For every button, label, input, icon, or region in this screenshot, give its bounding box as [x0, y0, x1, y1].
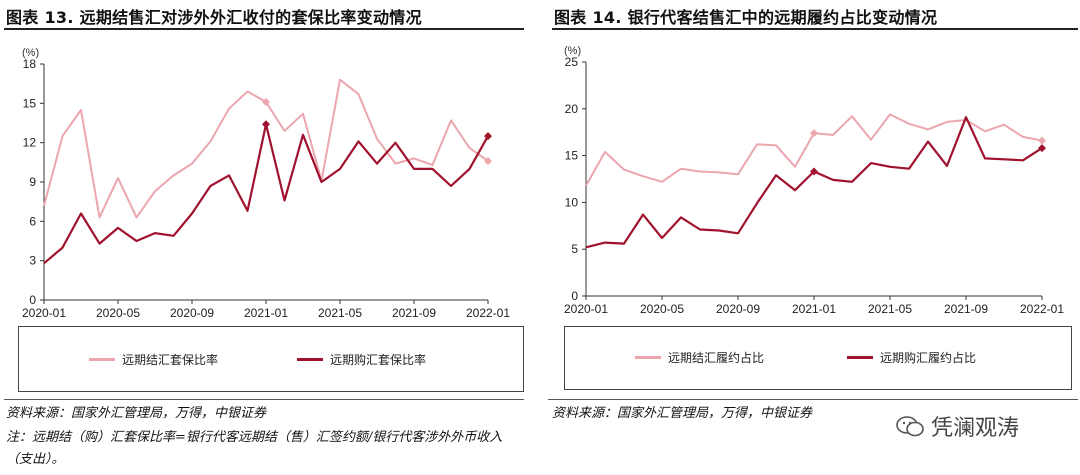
source-text: 资料来源：国家外汇管理局，万得，中银证券 — [6, 406, 267, 421]
data-marker-dark — [484, 132, 492, 141]
data-marker-dark — [1038, 144, 1046, 153]
y-unit-label: (%) — [22, 47, 39, 59]
legend-item-1: 远期结汇履约占比 — [635, 349, 764, 366]
legend-label: 远期结汇履约占比 — [668, 351, 765, 365]
legend-label: 远期结汇套保比率 — [122, 353, 219, 367]
title-rule — [552, 28, 1078, 30]
y-tick-label: 10 — [565, 195, 579, 209]
legend-label: 远期购汇套保比率 — [330, 353, 427, 367]
y-tick-label: 3 — [29, 254, 36, 268]
x-tick-label: 2021-01 — [792, 302, 836, 316]
legend-swatch-dark — [297, 358, 323, 361]
legend-swatch-dark — [847, 356, 873, 359]
source-rule — [4, 399, 524, 400]
legend-item-2: 远期购汇履约占比 — [847, 349, 976, 366]
data-marker-light — [1038, 136, 1046, 145]
y-tick-label: 18 — [23, 57, 37, 71]
y-tick-label: 15 — [565, 149, 579, 163]
y-tick-label: 20 — [565, 102, 579, 116]
y-tick-label: 6 — [29, 214, 36, 228]
legend-box: 远期结汇套保比率 远期购汇套保比率 — [18, 326, 524, 392]
y-tick-label: 9 — [29, 175, 36, 189]
x-tick-label: 2022-01 — [466, 306, 510, 320]
source-rule — [548, 399, 1078, 400]
chart-panel-14: 图表 14. 银行代客结售汇中的远期履约占比变动情况 (%) 0 5 10 15 20 25… — [548, 0, 1080, 475]
x-tick-label: 2021-09 — [392, 306, 436, 320]
x-tick-label: 2021-09 — [944, 302, 988, 316]
data-marker-light — [484, 157, 492, 166]
data-marker-light — [810, 129, 818, 138]
line-chart-14: (%) 0 5 10 15 20 25 2020-01 2020-05 2020-09 2021-0… — [564, 45, 1064, 316]
legend-swatch-light — [635, 356, 661, 359]
legend-item-1: 远期结汇套保比率 — [89, 351, 218, 368]
data-marker-dark — [810, 167, 818, 176]
legend-swatch-light — [89, 358, 115, 361]
y-tick-label: 15 — [23, 96, 37, 110]
line-chart-13: (%) 0 3 6 9 12 15 18 2020-01 2020-05 2020-09 2021-0… — [22, 47, 510, 320]
x-tick-label: 2021-05 — [868, 302, 912, 316]
note-text: 注：远期结（购）汇套保比率=银行代客远期结（售）汇签约额/银行代客涉外外币收入（… — [6, 430, 503, 467]
x-tick-label: 2020-05 — [96, 306, 140, 320]
x-tick-label: 2020-09 — [716, 302, 760, 316]
watermark-text: 凭澜观涛 — [931, 416, 1020, 441]
y-tick-label: 25 — [565, 55, 579, 69]
y-tick-label: 0 — [29, 293, 36, 307]
x-tick-label: 2020-05 — [640, 302, 684, 316]
x-tick-label: 2020-09 — [170, 306, 214, 320]
source-text: 资料来源：国家外汇管理局，万得，中银证券 — [552, 406, 813, 421]
title-rule — [4, 28, 524, 30]
y-tick-label: 12 — [23, 136, 37, 150]
wechat-icon — [896, 416, 924, 437]
legend-item-2: 远期购汇套保比率 — [297, 351, 426, 368]
y-tick-label: 0 — [571, 289, 578, 303]
x-tick-label: 2021-01 — [244, 306, 288, 320]
chart-panel-13: 图表 13. 远期结售汇对涉外外汇收付的套保比率变动情况 (%) 0 3 6 9 12 15… — [0, 0, 530, 475]
y-tick-label: 5 — [571, 242, 578, 256]
data-marker-dark — [262, 120, 270, 129]
x-tick-label: 2021-05 — [318, 306, 362, 320]
legend-label: 远期购汇履约占比 — [880, 351, 977, 365]
x-tick-label: 2022-01 — [1020, 302, 1064, 316]
chart-title: 图表 14. 银行代客结售汇中的远期履约占比变动情况 — [554, 8, 938, 27]
legend-box: 远期结汇履约占比 远期购汇履约占比 — [564, 326, 1072, 390]
x-tick-label: 2020-01 — [564, 302, 608, 316]
y-unit-label: (%) — [564, 45, 581, 57]
chart-title: 图表 13. 远期结售汇对涉外外汇收付的套保比率变动情况 — [6, 8, 422, 27]
x-tick-label: 2020-01 — [22, 306, 66, 320]
watermark: 凭澜观涛 — [895, 410, 1019, 442]
data-marker-light — [262, 98, 270, 107]
